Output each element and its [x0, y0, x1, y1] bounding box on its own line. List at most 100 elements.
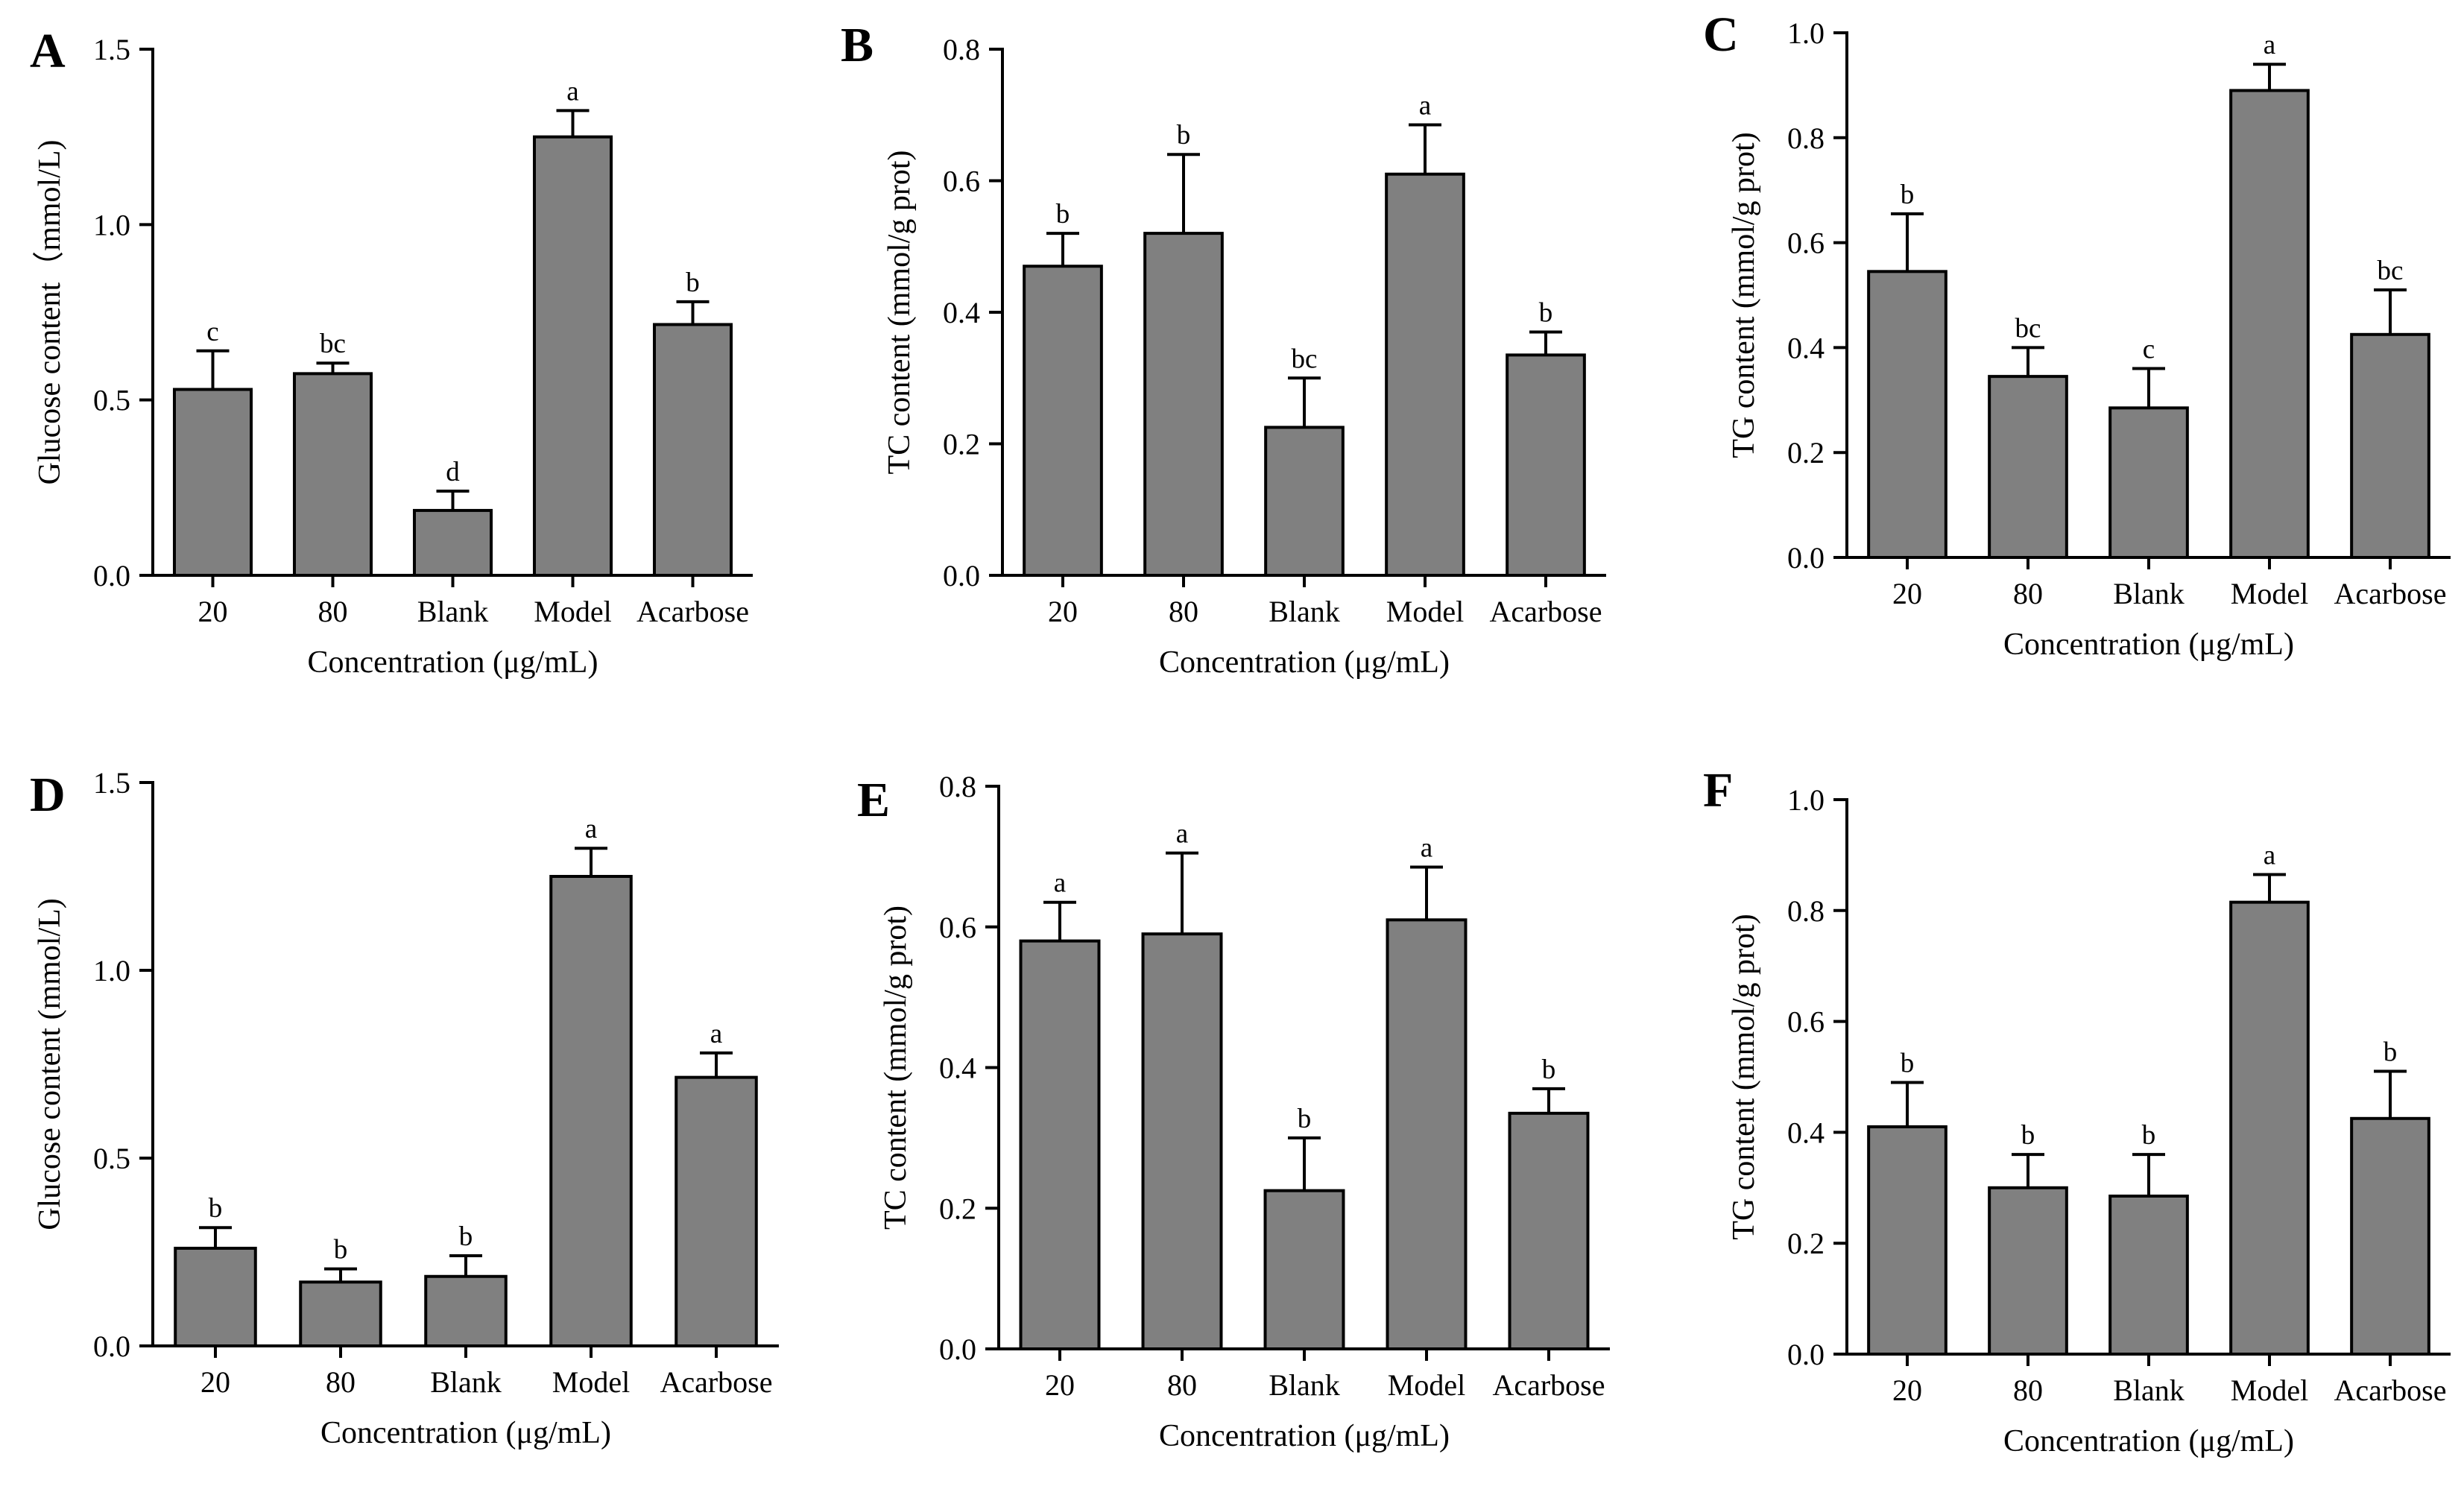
chart-panel-d: Db 20 b 80 b Blank a Model a Acarbose 0.0 0.5 1.0 1.5… [30, 766, 779, 1450]
significance-label: c [206, 317, 218, 347]
y-tick-label: 0.0 [939, 1332, 976, 1366]
x-tick-label: Blank [417, 595, 489, 628]
y-tick-label: 0.0 [943, 559, 980, 592]
x-tick-label: 80 [318, 595, 348, 628]
y-tick-label: 1.0 [93, 208, 130, 241]
y-tick-label: 1.0 [1787, 783, 1825, 817]
x-tick-label: 80 [1167, 1368, 1197, 1402]
y-tick-label: 0.8 [1787, 121, 1825, 155]
x-tick-label: Blank [2113, 577, 2185, 610]
y-tick-label: 0.0 [1787, 541, 1825, 575]
significance-label: a [710, 1019, 722, 1049]
x-tick-label: 20 [1045, 1368, 1075, 1402]
y-tick-label: 0.0 [93, 1330, 130, 1363]
y-tick-label: 0.4 [1787, 1116, 1825, 1149]
x-tick-label: Model [552, 1365, 630, 1399]
x-tick-label: 80 [2013, 577, 2043, 610]
x-tick-label: 80 [326, 1365, 356, 1399]
panel-letter: B [841, 18, 874, 72]
y-axis-title: TC content (mmol/g prot) [879, 905, 913, 1230]
x-tick-label: Model [1388, 1368, 1465, 1402]
x-tick-label: Acarbose [636, 595, 749, 628]
significance-label: a [585, 814, 597, 844]
chart-panel-a: Ac 20 bc 80 d Blank a Model b Acarbose 0.0 0.5 1.0 1.… [30, 24, 753, 680]
significance-label: a [1421, 833, 1432, 864]
panel-letter: E [857, 773, 890, 827]
x-axis-title: Concentration (μg/mL) [1159, 645, 1450, 680]
significance-label: a [566, 76, 578, 107]
y-tick-label: 1.5 [93, 766, 130, 800]
bar-acarbose [1506, 353, 1586, 577]
x-tick-label: 20 [198, 595, 228, 628]
y-axis-title: Glucose content（mmol/L) [33, 139, 67, 484]
bar-blank [1264, 426, 1345, 577]
bar-80 [292, 372, 373, 577]
y-tick-label: 0.0 [93, 559, 130, 592]
significance-label: a [1419, 90, 1431, 121]
y-tick-label: 1.0 [1787, 16, 1825, 50]
panel-letter: F [1703, 763, 1733, 818]
x-tick-label: Blank [1269, 1368, 1340, 1402]
significance-label: b [1542, 1055, 1556, 1085]
y-tick-label: 0.6 [1787, 1005, 1825, 1039]
bar-model [549, 875, 633, 1347]
bar-80 [1141, 932, 1223, 1350]
x-tick-label: Blank [1269, 595, 1340, 628]
significance-label: b [686, 268, 700, 298]
significance-label: b [209, 1193, 223, 1224]
chart-panel-e: Ea 20 a 80 b Blank a Model b Acarbose 0.0 0.2 0.4 0.6… [857, 770, 1610, 1453]
significance-label: a [2264, 30, 2275, 60]
bar-acarbose [652, 323, 733, 577]
significance-label: a [1176, 819, 1188, 850]
x-tick-label: Model [2231, 577, 2308, 610]
x-tick-label: Model [534, 595, 611, 628]
y-tick-label: 1.0 [93, 954, 130, 987]
y-tick-label: 0.4 [939, 1052, 976, 1085]
y-axis-title: TG content (mmol/g prot) [1727, 914, 1761, 1239]
x-tick-label: Acarbose [2334, 1373, 2446, 1407]
x-axis-title: Concentration (μg/mL) [2003, 1424, 2294, 1458]
bar-model [532, 135, 613, 577]
bar-blank [2108, 406, 2189, 559]
chart-panel-b: Bb 20 b 80 bc Blank a Model b Acarbose 0.0 0.2 0.4 0.… [841, 18, 1606, 680]
x-tick-label: Blank [2113, 1373, 2185, 1407]
significance-label: bc [1292, 344, 1318, 374]
y-tick-label: 0.5 [93, 384, 130, 417]
x-axis-title: Concentration (μg/mL) [1159, 1419, 1450, 1453]
significance-label: bc [320, 329, 346, 359]
significance-label: b [2384, 1037, 2398, 1068]
panel-letter: D [30, 768, 66, 822]
bar-80 [1988, 375, 2068, 559]
y-tick-label: 0.8 [939, 770, 976, 803]
significance-label: bc [2378, 256, 2404, 286]
bar-blank [1263, 1189, 1345, 1350]
y-tick-label: 0.6 [943, 165, 980, 198]
significance-label: c [2143, 335, 2155, 365]
significance-label: d [446, 457, 460, 487]
y-tick-label: 1.5 [93, 33, 130, 66]
bar-acarbose [1508, 1111, 1590, 1350]
y-tick-label: 0.8 [1787, 894, 1825, 928]
bar-80 [1143, 232, 1224, 577]
x-tick-label: 80 [2013, 1373, 2043, 1407]
y-tick-label: 0.2 [1787, 1227, 1825, 1260]
y-tick-label: 0.2 [1787, 436, 1825, 470]
x-tick-label: 20 [200, 1365, 230, 1399]
bar-model [2229, 89, 2310, 559]
bar-80 [1988, 1186, 2068, 1356]
bar-blank [424, 1274, 508, 1348]
chart-panel-c: Cb 20 bc 80 c Blank a Model bc Acarbose 0.0 0.2 0.4 0… [1703, 7, 2451, 662]
significance-label: b [1298, 1104, 1312, 1134]
y-tick-label: 0.6 [1787, 227, 1825, 260]
bar-blank [2108, 1194, 2189, 1356]
significance-label: b [1539, 297, 1553, 328]
x-axis-title: Concentration (μg/mL) [2003, 627, 2294, 662]
y-tick-label: 0.6 [939, 911, 976, 944]
bar-model [1386, 918, 1468, 1350]
significance-label: b [1901, 1048, 1915, 1078]
significance-label: b [1056, 199, 1070, 230]
significance-label: a [1054, 868, 1066, 899]
x-tick-label: Model [2231, 1373, 2308, 1407]
bar-acarbose [2350, 332, 2430, 559]
significance-label: b [459, 1221, 473, 1252]
